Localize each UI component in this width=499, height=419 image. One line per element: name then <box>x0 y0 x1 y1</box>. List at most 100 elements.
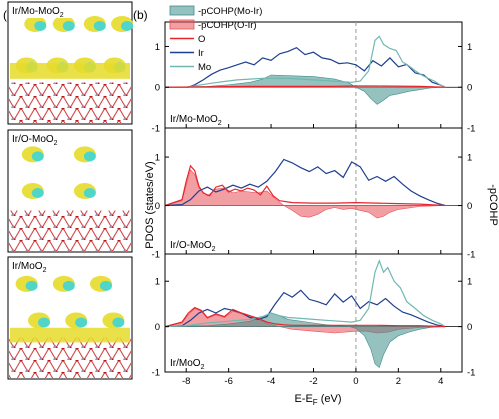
structure-label: Ir/MoO2 <box>12 261 47 274</box>
x-axis-title-unit: (eV) <box>318 393 342 405</box>
isosurface-cyan <box>83 188 96 198</box>
structure-thumb-3: Ir/MoO2 <box>7 256 133 380</box>
structure-label-bg <box>9 3 81 18</box>
structure-label: Ir/O-MoO2 <box>12 134 58 147</box>
y-tick-label-left: 1 <box>155 277 160 288</box>
y-tick-label-right: -1 <box>467 368 475 379</box>
legend-label: Ir <box>198 48 204 59</box>
cohp-fill-o-ir <box>164 169 446 219</box>
structure-thumb-1: Ir/Mo-MoO2 <box>7 1 134 125</box>
isosurface-cyan <box>75 317 88 328</box>
chart-panel-label-main: Ir/Mo-MoO <box>170 114 218 125</box>
y-tick-label-left: -1 <box>152 368 160 379</box>
y-tick-label-left: 0 <box>155 322 160 333</box>
isosurface-cyan <box>62 280 75 291</box>
pdos-line-o <box>164 164 446 207</box>
y-tick-label-right: 0 <box>467 83 472 94</box>
slab-lattice <box>9 210 131 251</box>
chart-panel-label: Ir/Mo-MoO2 <box>170 114 222 127</box>
isosurface-cyan <box>62 20 75 31</box>
y-axis-title-left: PDOS (states/eV) <box>144 161 156 248</box>
isosurface-cyan <box>31 188 44 198</box>
x-axis-title-main: E-E <box>294 393 312 405</box>
y-tick-label-left: -1 <box>152 250 160 261</box>
isosurface-cyan <box>25 280 38 291</box>
isosurface-cyan <box>93 20 106 31</box>
structure-label-sub: 2 <box>60 12 64 19</box>
y-tick-label-right: 0 <box>467 201 472 212</box>
chart-frame <box>164 127 463 255</box>
chart-panel-label-sub: 2 <box>212 246 216 253</box>
chart-panel-label-sub: 2 <box>201 364 205 371</box>
chart-panel-label-main: Ir/MoO <box>170 358 201 369</box>
y-tick-label-right: 1 <box>467 277 472 288</box>
y-tick-label-left: 1 <box>155 42 160 53</box>
structure-label-main: Ir/MoO <box>12 261 43 272</box>
isosurface-cyan <box>34 20 47 31</box>
panel-b: (b) <box>133 8 148 22</box>
y-tick-label-left: 0 <box>155 201 160 212</box>
structure-label: Ir/Mo-MoO2 <box>12 6 64 19</box>
x-axis-title: E-EF (eV) <box>294 393 341 407</box>
panel-b-label: (b) <box>133 8 148 22</box>
pdos-line-o <box>164 85 446 88</box>
isosurface-cyan <box>112 317 125 328</box>
isosurface-cyan <box>38 317 50 328</box>
chart-panel-3: 1 10 0-1 -1-8 -6 -4 -2 0 2 4Ir/MoO2 <box>152 253 475 387</box>
pdos-line-mo <box>165 35 446 88</box>
legend-swatch <box>169 5 195 16</box>
structure-label-bg <box>9 258 81 273</box>
chart-frame <box>164 253 463 373</box>
legend-label: Mo <box>198 62 211 73</box>
isosurface-band <box>10 327 130 343</box>
y-tick-label-right: 0 <box>467 322 472 333</box>
x-tick-label: -8 <box>182 376 190 387</box>
y-tick-label-right: -1 <box>467 250 475 261</box>
slab-lattice <box>9 82 131 123</box>
slab-lattice <box>9 337 131 378</box>
chart-panel-label-main: Ir/O-MoO <box>170 240 212 251</box>
structure-label-sub: 2 <box>43 267 47 274</box>
x-tick-label: -4 <box>267 376 275 387</box>
x-tick-label: -2 <box>309 376 317 387</box>
x-axis-title-sub: F <box>313 398 318 407</box>
x-tick-label: 4 <box>438 376 443 387</box>
isosurface-cyan <box>121 20 134 31</box>
isosurface-cyan <box>83 151 96 162</box>
chart-panel-label: Ir/MoO2 <box>170 358 205 371</box>
y-tick-label-left: 1 <box>155 153 160 164</box>
chart-panel-2: 1 1 0 0 -1 -1 Ir/O-MoO2 <box>152 127 475 261</box>
structure-label-main: Ir/Mo-MoO <box>12 6 60 17</box>
y-tick-label-right: 1 <box>467 42 472 53</box>
y-tick-label-right: -1 <box>467 124 475 135</box>
x-tick-label: 2 <box>396 376 401 387</box>
y-tick-label-left: -1 <box>152 124 160 135</box>
y-axis-title-right: -pCOHP <box>487 184 499 226</box>
chart-legend: -pCOHP(Mo-Ir) -pCOHP(O-Ir) O Ir Mo <box>169 5 262 73</box>
pdos-line-ir <box>164 158 446 207</box>
isosurface-cyan <box>31 151 44 162</box>
isosurface-band <box>10 63 130 79</box>
structure-label-bg <box>9 131 81 146</box>
y-tick-label-left: 0 <box>155 83 160 94</box>
legend-label: O <box>198 34 205 45</box>
structure-label-sub: 2 <box>54 140 58 147</box>
pdos-line-ir <box>164 289 446 328</box>
structure-label-main: Ir/O-MoO <box>12 134 54 145</box>
structure-thumb-2: Ir/O-MoO2 <box>7 129 133 253</box>
chart-panel-label-sub: 2 <box>218 120 222 127</box>
pdos-line-ir <box>165 47 446 88</box>
chart-panel-label: Ir/O-MoO2 <box>170 240 216 253</box>
legend-label: -pCOHP(Mo-Ir) <box>198 6 262 17</box>
legend-label: -pCOHP(O-Ir) <box>198 20 257 31</box>
cohp-fill-mo-ir <box>164 74 446 105</box>
pdos-line-o <box>164 306 446 328</box>
y-tick-label-right: 1 <box>467 153 472 164</box>
legend-swatch <box>169 19 195 30</box>
x-tick-label: 0 <box>353 376 358 387</box>
x-tick-label: -6 <box>224 376 232 387</box>
